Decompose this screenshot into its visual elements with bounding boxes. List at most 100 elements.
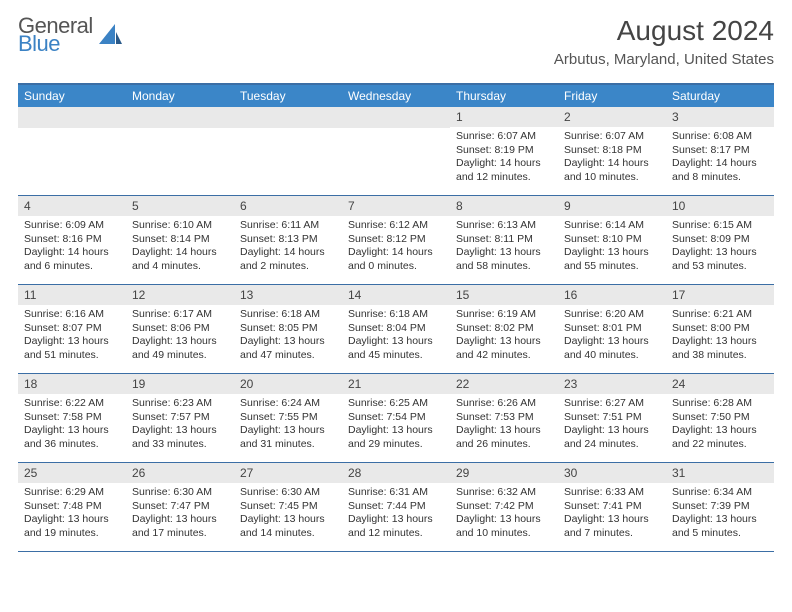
- day-cell: 6Sunrise: 6:11 AMSunset: 8:13 PMDaylight…: [234, 196, 342, 284]
- day-number: 27: [234, 463, 342, 483]
- calendar: SundayMondayTuesdayWednesdayThursdayFrid…: [18, 83, 774, 552]
- day-number: 8: [450, 196, 558, 216]
- day-cell: 22Sunrise: 6:26 AMSunset: 7:53 PMDayligh…: [450, 374, 558, 462]
- logo: General Blue: [18, 15, 123, 55]
- week-row: 25Sunrise: 6:29 AMSunset: 7:48 PMDayligh…: [18, 463, 774, 552]
- day-info: Sunrise: 6:07 AMSunset: 8:19 PMDaylight:…: [450, 127, 558, 190]
- day-number: 29: [450, 463, 558, 483]
- day-info: Sunrise: 6:14 AMSunset: 8:10 PMDaylight:…: [558, 216, 666, 279]
- weekday-wednesday: Wednesday: [342, 85, 450, 107]
- day-cell: [126, 107, 234, 195]
- day-number: 26: [126, 463, 234, 483]
- day-number: 7: [342, 196, 450, 216]
- day-cell: 20Sunrise: 6:24 AMSunset: 7:55 PMDayligh…: [234, 374, 342, 462]
- day-number: 19: [126, 374, 234, 394]
- day-cell: 21Sunrise: 6:25 AMSunset: 7:54 PMDayligh…: [342, 374, 450, 462]
- day-cell: 19Sunrise: 6:23 AMSunset: 7:57 PMDayligh…: [126, 374, 234, 462]
- day-info: Sunrise: 6:18 AMSunset: 8:05 PMDaylight:…: [234, 305, 342, 368]
- day-number: 6: [234, 196, 342, 216]
- day-cell: 5Sunrise: 6:10 AMSunset: 8:14 PMDaylight…: [126, 196, 234, 284]
- day-cell: 4Sunrise: 6:09 AMSunset: 8:16 PMDaylight…: [18, 196, 126, 284]
- day-info: Sunrise: 6:08 AMSunset: 8:17 PMDaylight:…: [666, 127, 774, 190]
- day-cell: 26Sunrise: 6:30 AMSunset: 7:47 PMDayligh…: [126, 463, 234, 551]
- day-info: Sunrise: 6:11 AMSunset: 8:13 PMDaylight:…: [234, 216, 342, 279]
- week-row: 4Sunrise: 6:09 AMSunset: 8:16 PMDaylight…: [18, 196, 774, 285]
- day-info: Sunrise: 6:22 AMSunset: 7:58 PMDaylight:…: [18, 394, 126, 457]
- day-cell: [234, 107, 342, 195]
- day-cell: 23Sunrise: 6:27 AMSunset: 7:51 PMDayligh…: [558, 374, 666, 462]
- day-number: 4: [18, 196, 126, 216]
- day-number: 5: [126, 196, 234, 216]
- day-cell: 9Sunrise: 6:14 AMSunset: 8:10 PMDaylight…: [558, 196, 666, 284]
- day-number: 15: [450, 285, 558, 305]
- day-number: 23: [558, 374, 666, 394]
- day-info: Sunrise: 6:20 AMSunset: 8:01 PMDaylight:…: [558, 305, 666, 368]
- day-info: Sunrise: 6:33 AMSunset: 7:41 PMDaylight:…: [558, 483, 666, 546]
- day-number: 9: [558, 196, 666, 216]
- day-number: 21: [342, 374, 450, 394]
- day-number: 31: [666, 463, 774, 483]
- day-number: 28: [342, 463, 450, 483]
- day-cell: 2Sunrise: 6:07 AMSunset: 8:18 PMDaylight…: [558, 107, 666, 195]
- day-info: Sunrise: 6:29 AMSunset: 7:48 PMDaylight:…: [18, 483, 126, 546]
- weekday-saturday: Saturday: [666, 85, 774, 107]
- day-number: 24: [666, 374, 774, 394]
- logo-sail-icon: [97, 22, 123, 51]
- day-number: 11: [18, 285, 126, 305]
- day-info: Sunrise: 6:16 AMSunset: 8:07 PMDaylight:…: [18, 305, 126, 368]
- day-info: Sunrise: 6:26 AMSunset: 7:53 PMDaylight:…: [450, 394, 558, 457]
- empty-day: [126, 107, 234, 128]
- title-block: August 2024 Arbutus, Maryland, United St…: [554, 15, 774, 68]
- day-number: 12: [126, 285, 234, 305]
- day-cell: 13Sunrise: 6:18 AMSunset: 8:05 PMDayligh…: [234, 285, 342, 373]
- day-cell: 17Sunrise: 6:21 AMSunset: 8:00 PMDayligh…: [666, 285, 774, 373]
- location: Arbutus, Maryland, United States: [554, 51, 774, 68]
- day-number: 30: [558, 463, 666, 483]
- day-cell: 25Sunrise: 6:29 AMSunset: 7:48 PMDayligh…: [18, 463, 126, 551]
- day-number: 20: [234, 374, 342, 394]
- empty-day: [18, 107, 126, 128]
- day-number: 10: [666, 196, 774, 216]
- day-number: 16: [558, 285, 666, 305]
- day-cell: 3Sunrise: 6:08 AMSunset: 8:17 PMDaylight…: [666, 107, 774, 195]
- logo-text-2: Blue: [18, 33, 93, 55]
- day-cell: 24Sunrise: 6:28 AMSunset: 7:50 PMDayligh…: [666, 374, 774, 462]
- day-info: Sunrise: 6:27 AMSunset: 7:51 PMDaylight:…: [558, 394, 666, 457]
- day-info: Sunrise: 6:09 AMSunset: 8:16 PMDaylight:…: [18, 216, 126, 279]
- week-row: 18Sunrise: 6:22 AMSunset: 7:58 PMDayligh…: [18, 374, 774, 463]
- day-cell: [342, 107, 450, 195]
- day-cell: 14Sunrise: 6:18 AMSunset: 8:04 PMDayligh…: [342, 285, 450, 373]
- empty-day: [342, 107, 450, 128]
- day-number: 2: [558, 107, 666, 127]
- day-number: 13: [234, 285, 342, 305]
- day-cell: 16Sunrise: 6:20 AMSunset: 8:01 PMDayligh…: [558, 285, 666, 373]
- day-cell: 15Sunrise: 6:19 AMSunset: 8:02 PMDayligh…: [450, 285, 558, 373]
- day-info: Sunrise: 6:32 AMSunset: 7:42 PMDaylight:…: [450, 483, 558, 546]
- day-info: Sunrise: 6:19 AMSunset: 8:02 PMDaylight:…: [450, 305, 558, 368]
- day-info: Sunrise: 6:28 AMSunset: 7:50 PMDaylight:…: [666, 394, 774, 457]
- day-info: Sunrise: 6:23 AMSunset: 7:57 PMDaylight:…: [126, 394, 234, 457]
- day-number: 1: [450, 107, 558, 127]
- day-number: 18: [18, 374, 126, 394]
- day-number: 14: [342, 285, 450, 305]
- day-number: 22: [450, 374, 558, 394]
- weekday-header: SundayMondayTuesdayWednesdayThursdayFrid…: [18, 85, 774, 107]
- day-cell: 31Sunrise: 6:34 AMSunset: 7:39 PMDayligh…: [666, 463, 774, 551]
- day-info: Sunrise: 6:24 AMSunset: 7:55 PMDaylight:…: [234, 394, 342, 457]
- day-info: Sunrise: 6:07 AMSunset: 8:18 PMDaylight:…: [558, 127, 666, 190]
- day-cell: 18Sunrise: 6:22 AMSunset: 7:58 PMDayligh…: [18, 374, 126, 462]
- day-cell: 10Sunrise: 6:15 AMSunset: 8:09 PMDayligh…: [666, 196, 774, 284]
- day-number: 3: [666, 107, 774, 127]
- day-info: Sunrise: 6:18 AMSunset: 8:04 PMDaylight:…: [342, 305, 450, 368]
- day-number: 25: [18, 463, 126, 483]
- weekday-tuesday: Tuesday: [234, 85, 342, 107]
- empty-day: [234, 107, 342, 128]
- week-row: 1Sunrise: 6:07 AMSunset: 8:19 PMDaylight…: [18, 107, 774, 196]
- day-info: Sunrise: 6:30 AMSunset: 7:47 PMDaylight:…: [126, 483, 234, 546]
- day-cell: 27Sunrise: 6:30 AMSunset: 7:45 PMDayligh…: [234, 463, 342, 551]
- day-cell: [18, 107, 126, 195]
- day-cell: 8Sunrise: 6:13 AMSunset: 8:11 PMDaylight…: [450, 196, 558, 284]
- day-info: Sunrise: 6:15 AMSunset: 8:09 PMDaylight:…: [666, 216, 774, 279]
- day-number: 17: [666, 285, 774, 305]
- day-info: Sunrise: 6:21 AMSunset: 8:00 PMDaylight:…: [666, 305, 774, 368]
